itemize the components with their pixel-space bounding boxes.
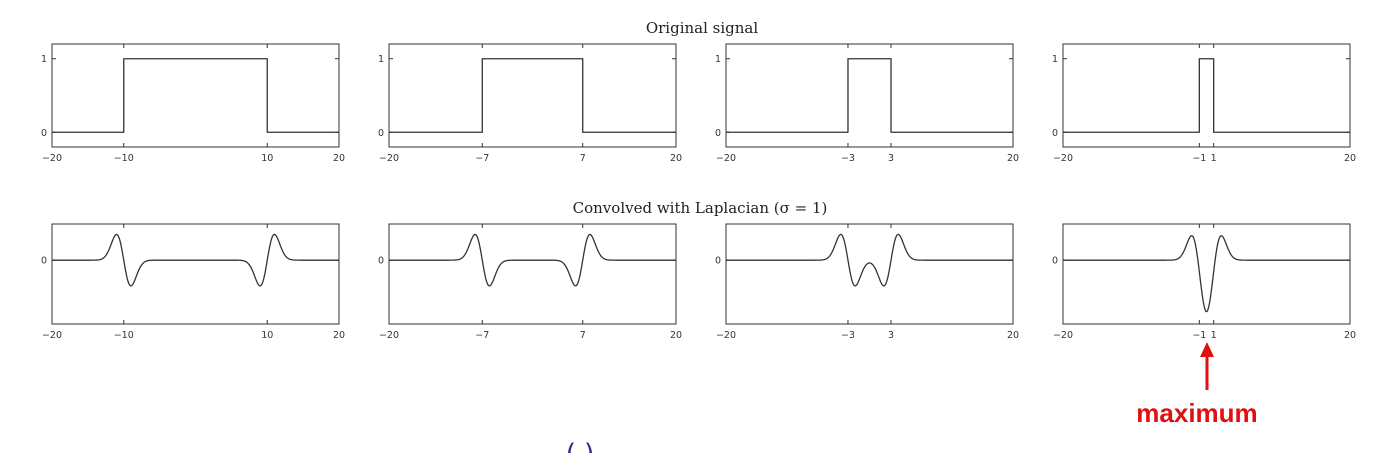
panel-bottom-4: −20 −1 1 20 0	[1052, 223, 1356, 341]
x-tick-label: −20	[716, 153, 736, 164]
maximum-label: maximum	[1136, 398, 1257, 428]
plot-frame	[1062, 43, 1351, 148]
x-tick-label: 20	[1007, 330, 1019, 341]
x-tick-label: 20	[333, 330, 345, 341]
x-tick-label: 20	[1344, 330, 1356, 341]
y-tick-label: 0	[1052, 256, 1058, 267]
y-tick-label: 1	[41, 54, 47, 65]
plot-frame	[51, 43, 340, 148]
x-tick-label: −20	[42, 330, 62, 341]
x-tick-label: −3	[841, 330, 855, 341]
x-tick-label: 7	[580, 153, 586, 164]
x-tick-label: −7	[475, 153, 489, 164]
maximum-annotation: maximum	[1136, 342, 1258, 428]
x-tick-label: 20	[670, 153, 682, 164]
panel-top-3: −20 −3 3 20 0 1	[715, 43, 1019, 164]
signal-line	[725, 233, 1014, 287]
signal-line	[388, 233, 677, 287]
panel-top-1: −20 −10 10 20 0 1	[41, 43, 345, 164]
x-tick-label: −20	[1053, 153, 1073, 164]
x-tick-label: −3	[841, 153, 855, 164]
top-row-title: Original signal	[646, 19, 759, 37]
y-tick-label: 1	[1052, 54, 1058, 65]
x-tick-label: −1	[1192, 330, 1206, 341]
x-tick-label: 1	[1211, 153, 1217, 164]
x-tick-label: −20	[42, 153, 62, 164]
signal-line	[1062, 235, 1351, 313]
x-tick-label: 10	[261, 153, 273, 164]
x-tick-label: −1	[1192, 153, 1206, 164]
panel-bottom-1: −20 −10 10 20 0	[41, 223, 345, 341]
signal-line	[51, 233, 340, 287]
bottom-row-title: Convolved with Laplacian (σ = 1)	[573, 199, 828, 217]
plot-frame	[51, 223, 340, 325]
x-tick-label: −20	[379, 330, 399, 341]
x-tick-label: −20	[1053, 330, 1073, 341]
y-tick-label: 0	[378, 128, 384, 139]
signal-line	[1063, 58, 1350, 133]
x-tick-label: −20	[716, 330, 736, 341]
x-tick-label: −10	[114, 330, 134, 341]
signal-line	[726, 58, 1013, 133]
y-tick-label: 1	[715, 54, 721, 65]
panel-top-4: −20 −1 1 20 0 1	[1052, 43, 1356, 164]
signal-line	[52, 58, 339, 133]
plot-frame	[388, 43, 677, 148]
y-tick-label: 1	[378, 54, 384, 65]
y-tick-label: 0	[715, 256, 721, 267]
cropped-parentheses: ( )	[566, 439, 595, 453]
x-tick-label: 7	[580, 330, 586, 341]
y-tick-label: 0	[715, 128, 721, 139]
x-tick-label: 20	[1344, 153, 1356, 164]
x-tick-label: 10	[261, 330, 273, 341]
x-tick-label: 3	[888, 330, 894, 341]
x-tick-label: 3	[888, 153, 894, 164]
panel-bottom-2: −20 −7 7 20 0	[378, 223, 682, 341]
y-tick-label: 0	[41, 256, 47, 267]
maximum-arrow-head	[1200, 342, 1214, 357]
plot-frame	[725, 223, 1014, 325]
plot-frame	[725, 43, 1014, 148]
signal-line	[389, 58, 676, 133]
x-tick-label: 1	[1211, 330, 1217, 341]
x-tick-label: −7	[475, 330, 489, 341]
y-tick-label: 0	[41, 128, 47, 139]
x-tick-label: −20	[379, 153, 399, 164]
plot-frame	[388, 223, 677, 325]
x-tick-label: −10	[114, 153, 134, 164]
x-tick-label: 20	[1007, 153, 1019, 164]
panel-bottom-3: −20 −3 3 20 0	[715, 223, 1019, 341]
y-tick-label: 0	[378, 256, 384, 267]
panel-top-2: −20 −7 7 20 0 1	[378, 43, 682, 164]
x-tick-label: 20	[333, 153, 345, 164]
x-tick-label: 20	[670, 330, 682, 341]
plot-frame	[1062, 223, 1351, 325]
y-tick-label: 0	[1052, 128, 1058, 139]
